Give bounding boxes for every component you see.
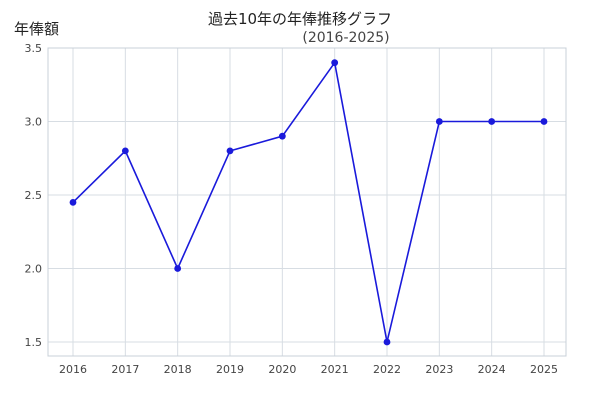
data-point-2019 xyxy=(226,147,234,155)
y-tick-label: 2.0 xyxy=(25,263,43,276)
x-tick-label: 2017 xyxy=(111,363,139,376)
data-point-2020 xyxy=(278,132,286,140)
y-tick-label: 3.0 xyxy=(25,116,43,129)
x-tick-label: 2023 xyxy=(425,363,453,376)
series-line xyxy=(72,60,544,343)
y-tick-label: 3.5 xyxy=(25,42,43,55)
data-point-2025 xyxy=(540,118,548,125)
x-tick-label: 2016 xyxy=(59,363,87,376)
y-tick-labels: 1.5 2.0 2.5 3.0 3.5 xyxy=(25,42,43,349)
data-point-2016 xyxy=(69,198,77,206)
grid xyxy=(48,47,566,356)
y-tick-label: 2.5 xyxy=(25,189,43,202)
plot-area xyxy=(47,47,567,357)
data-point-2017 xyxy=(121,147,129,155)
y-tick-label: 1.5 xyxy=(25,336,43,349)
series-group xyxy=(69,59,548,346)
x-tick-label: 2018 xyxy=(164,363,192,376)
data-point-2018 xyxy=(174,265,182,272)
data-point-2024 xyxy=(488,118,496,125)
x-tick-label: 2019 xyxy=(216,363,244,376)
x-tick-label: 2025 xyxy=(530,363,558,376)
chart-title: 過去10年の年俸推移グラフ xyxy=(208,10,392,28)
y-axis-label: 年俸額 xyxy=(14,20,59,38)
data-point-2021 xyxy=(331,59,339,67)
x-tick-label: 2024 xyxy=(478,363,506,376)
data-point-2022 xyxy=(383,338,391,346)
chart-subtitle: (2016-2025) xyxy=(302,30,389,46)
x-tick-label: 2020 xyxy=(268,363,296,376)
x-tick-labels: 2016 2017 2018 2019 2020 2021 2022 2023 2024 2025 xyxy=(59,363,558,376)
data-point-2023 xyxy=(435,118,443,125)
x-tick-label: 2022 xyxy=(373,363,401,376)
x-tick-label: 2021 xyxy=(321,363,349,376)
